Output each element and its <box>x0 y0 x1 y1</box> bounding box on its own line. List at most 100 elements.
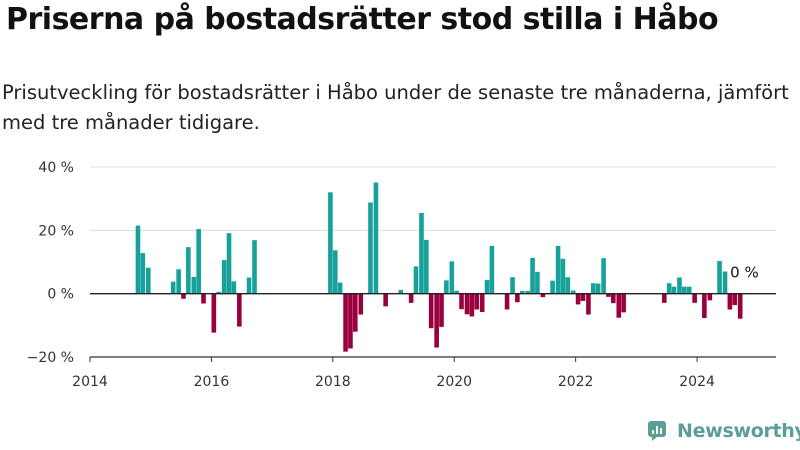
chart-subtitle: Prisutveckling för bostadsrätter i Håbo … <box>2 81 789 134</box>
bar <box>398 289 404 294</box>
x-tick-label: 2014 <box>72 374 108 390</box>
bar <box>489 245 495 294</box>
x-tick-label: 2018 <box>315 374 351 390</box>
bar <box>464 293 470 315</box>
bar <box>540 293 546 298</box>
newsworthy-logo-icon <box>648 421 666 441</box>
bar <box>221 260 227 294</box>
bar <box>595 283 601 294</box>
bar <box>459 293 464 310</box>
bar <box>191 276 197 294</box>
bar <box>226 233 232 294</box>
bar <box>717 261 722 294</box>
bar <box>383 293 388 307</box>
bar <box>575 293 581 305</box>
bar <box>135 225 141 294</box>
bar <box>515 293 520 303</box>
bar <box>449 261 455 294</box>
bar <box>454 290 459 294</box>
bar <box>530 257 535 294</box>
bar <box>484 280 490 294</box>
bar <box>519 290 525 294</box>
bar <box>606 293 611 297</box>
chart-title: Priserna på bostadsrätter stod stilla i … <box>6 2 719 37</box>
bar <box>504 293 510 310</box>
bar <box>510 277 515 294</box>
bar <box>419 212 424 294</box>
bar <box>616 293 622 318</box>
bar <box>424 239 429 294</box>
bar <box>201 293 206 304</box>
bar <box>352 293 358 332</box>
bar <box>677 277 682 294</box>
bar <box>196 229 201 294</box>
bar <box>328 192 333 294</box>
bar <box>479 293 485 313</box>
bar <box>535 271 540 294</box>
bar <box>434 293 439 348</box>
x-tick-label: 2022 <box>558 374 594 390</box>
bar <box>348 293 353 349</box>
bar <box>145 267 151 294</box>
bar <box>686 286 692 294</box>
brand-name: Newsworthy <box>677 420 800 442</box>
bar <box>231 281 237 294</box>
bar <box>662 293 667 303</box>
bar <box>727 293 733 310</box>
x-tick-label: 2020 <box>436 374 472 390</box>
bar <box>358 293 364 315</box>
bar <box>211 293 217 333</box>
bar <box>525 290 530 294</box>
bar <box>186 247 191 294</box>
bar <box>560 258 566 294</box>
bar <box>176 269 181 294</box>
bar <box>252 240 257 294</box>
bar <box>586 293 591 315</box>
bar <box>682 286 687 294</box>
bar <box>368 202 373 294</box>
bar <box>590 283 596 294</box>
bar <box>671 286 677 294</box>
bar <box>337 282 343 294</box>
bar <box>580 293 586 301</box>
bar <box>666 283 672 294</box>
bar <box>332 250 338 294</box>
end-value-label: 0 % <box>730 264 759 282</box>
bar <box>408 293 414 303</box>
bar <box>737 293 743 319</box>
bar <box>722 271 728 294</box>
bar <box>343 293 348 352</box>
bar <box>181 293 186 299</box>
bar <box>246 277 252 294</box>
bar <box>601 258 606 294</box>
bar <box>474 293 480 310</box>
bar <box>611 293 616 304</box>
bar <box>565 277 571 294</box>
bar <box>621 293 626 313</box>
bar <box>428 293 434 329</box>
y-tick-label: 20 % <box>38 223 74 239</box>
bar <box>469 293 475 317</box>
bar <box>444 280 449 294</box>
bar <box>550 280 555 294</box>
y-tick-label: −20 % <box>27 350 74 366</box>
bar <box>237 293 242 327</box>
bar <box>707 293 713 301</box>
bar <box>373 182 379 294</box>
bar <box>216 291 221 294</box>
y-tick-label: 40 % <box>38 160 74 176</box>
bar <box>692 293 697 303</box>
x-tick-label: 2016 <box>194 374 230 390</box>
brand-logo[interactable]: Newsworthy <box>646 420 800 442</box>
bar <box>570 290 576 294</box>
y-tick-label: 0 % <box>47 287 74 303</box>
bar <box>732 293 738 306</box>
bar <box>170 281 176 294</box>
bar <box>413 266 419 294</box>
bar <box>439 293 444 327</box>
bar <box>702 293 707 319</box>
x-tick-label: 2024 <box>679 374 715 390</box>
bar <box>555 245 561 294</box>
